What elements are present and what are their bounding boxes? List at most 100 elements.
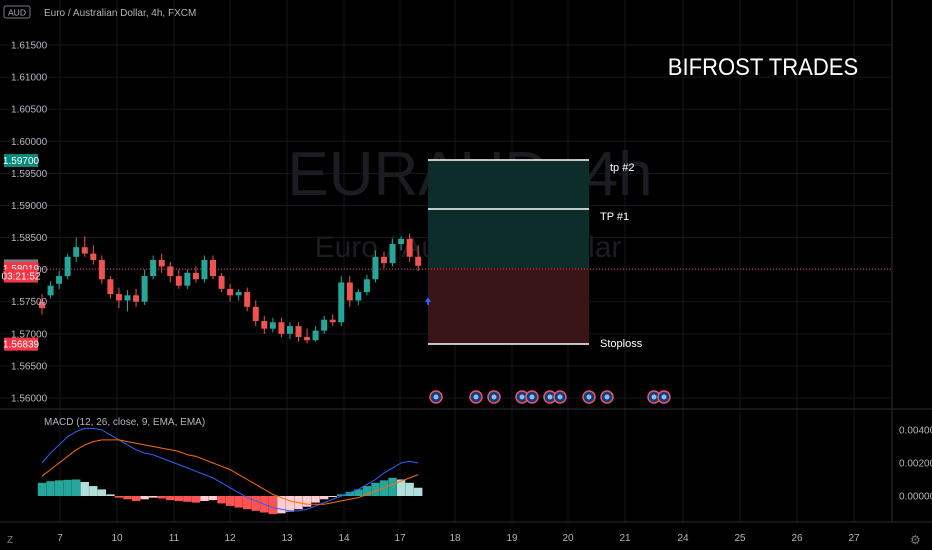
event-dot	[604, 394, 610, 400]
candlestick-series[interactable]	[39, 233, 422, 344]
event-dot	[547, 394, 553, 400]
macd-histogram-bar	[183, 496, 192, 502]
candle-up[interactable]	[141, 276, 148, 302]
candle-up[interactable]	[201, 260, 208, 280]
candle-down[interactable]	[244, 292, 251, 307]
price-tick-label: 1.58500	[11, 233, 48, 244]
candle-up[interactable]	[312, 330, 319, 341]
arrow-up-icon[interactable]	[425, 297, 431, 305]
candle-up[interactable]	[286, 326, 293, 334]
candle-down[interactable]	[158, 260, 165, 267]
candle-up[interactable]	[338, 282, 345, 323]
brand-title: BIFROST TRADES	[668, 53, 858, 80]
candle-up[interactable]	[184, 272, 191, 286]
candle-down[interactable]	[115, 294, 122, 301]
candle-down[interactable]	[133, 295, 140, 302]
candle-down[interactable]	[218, 276, 225, 289]
candle-down[interactable]	[81, 247, 88, 254]
price-tag-label: 1.56839	[3, 340, 40, 351]
price-tag-label: 1.58019	[3, 264, 40, 275]
price-tag-label: 1.59700	[3, 156, 40, 167]
macd-tick-label: 0.00000	[899, 492, 932, 503]
macd-histogram-bar	[131, 496, 141, 501]
price-tick-label: 1.59500	[11, 169, 48, 180]
macd-histogram-bar	[114, 496, 124, 498]
event-markers[interactable]	[429, 390, 671, 404]
macd-histogram-bar	[225, 496, 235, 506]
time-tick-label: 19	[506, 533, 518, 544]
profit-zone[interactable]	[428, 160, 589, 268]
macd-histogram-bar	[200, 496, 209, 501]
symbol-description[interactable]: Euro / Australian Dollar, 4h, FXCM	[44, 8, 196, 19]
candle-down[interactable]	[167, 266, 174, 277]
macd-histogram-bar	[166, 496, 175, 501]
candle-up[interactable]	[389, 243, 396, 264]
candle-down[interactable]	[90, 253, 97, 261]
macd-histogram-bar	[285, 496, 295, 512]
macd-axis[interactable]: 0.00400 0.00200 0.00000	[899, 426, 932, 503]
candle-up[interactable]	[372, 256, 379, 280]
macd-legend[interactable]: MACD (12, 26, close, 9, EMA, EMA)	[44, 417, 205, 428]
time-axis[interactable]: 7 10 11 12 13 14 17 18 19 20 21 24 25 26 27	[57, 533, 860, 544]
loss-zone[interactable]	[428, 268, 589, 344]
candle-down[interactable]	[304, 337, 311, 341]
candle-down[interactable]	[107, 279, 114, 295]
candle-up[interactable]	[269, 322, 276, 329]
candle-up[interactable]	[363, 279, 370, 293]
candle-up[interactable]	[56, 276, 63, 284]
candle-up[interactable]	[64, 256, 71, 277]
candle-down[interactable]	[210, 260, 216, 277]
currency-badge[interactable]	[3, 5, 31, 19]
candle-up[interactable]	[398, 238, 405, 244]
macd-histogram-bar	[37, 482, 47, 496]
candle-up[interactable]	[355, 292, 362, 301]
time-tick-label: 13	[281, 533, 293, 544]
macd-histogram-bar	[251, 496, 260, 511]
candle-up[interactable]	[47, 285, 54, 296]
time-tick-label: 17	[394, 533, 406, 544]
candle-down[interactable]	[278, 322, 285, 334]
macd-tick-label: 0.00200	[899, 459, 932, 470]
candle-down[interactable]	[252, 306, 259, 321]
candle-down[interactable]	[346, 282, 353, 301]
time-tick-label: 25	[734, 533, 746, 544]
macd-histogram-bar	[80, 481, 89, 496]
candle-down[interactable]	[381, 256, 387, 264]
candle-up[interactable]	[321, 319, 328, 331]
price-tick-label: 1.57500	[11, 297, 48, 308]
candle-up[interactable]	[73, 247, 80, 257]
macd-histogram-bar	[388, 477, 397, 496]
candle-down[interactable]	[192, 272, 199, 280]
macd-histogram-bar	[208, 496, 218, 501]
macd-histogram-bar	[97, 489, 107, 496]
candle-down[interactable]	[329, 319, 336, 323]
macd-histogram-bar	[54, 480, 64, 496]
candle-down[interactable]	[415, 256, 422, 266]
candle-down[interactable]	[39, 301, 45, 309]
macd-histogram-bar	[319, 496, 329, 500]
candle-down[interactable]	[261, 320, 268, 329]
macd-histogram-bar	[354, 489, 363, 496]
candle-down[interactable]	[227, 288, 234, 296]
macd-histogram-bar	[123, 496, 132, 500]
candle-down[interactable]	[295, 326, 302, 338]
signal-line	[41, 439, 419, 505]
macd-histogram-bar	[89, 486, 98, 496]
candle-down[interactable]	[98, 260, 105, 280]
candle-up[interactable]	[124, 295, 131, 301]
price-tick-label: 1.56000	[11, 394, 48, 405]
macd-histogram-bar	[414, 487, 423, 496]
candle-down[interactable]	[175, 276, 182, 286]
zoom-reset-button[interactable]: Z	[7, 535, 13, 546]
macd-histogram-bar	[148, 496, 158, 498]
currency-badge-label: AUD	[8, 8, 26, 18]
candle-up[interactable]	[150, 260, 157, 277]
gear-icon[interactable]: ⚙	[910, 533, 921, 547]
candle-down[interactable]	[406, 238, 413, 257]
macd-histogram-bar	[157, 496, 166, 499]
time-tick-label: 14	[338, 533, 350, 544]
event-dot	[661, 394, 667, 400]
candle-up[interactable]	[235, 292, 242, 296]
